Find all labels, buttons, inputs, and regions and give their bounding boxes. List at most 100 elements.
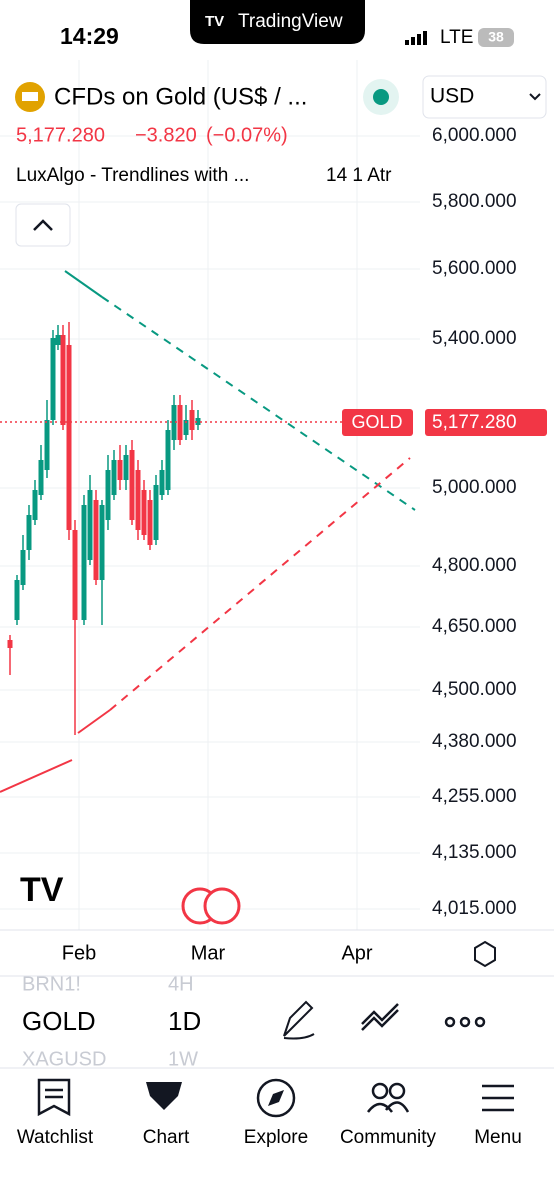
price-tick: 4,015.000 [432,898,517,919]
symbol-current[interactable]: GOLD [22,1006,96,1036]
battery-level: 38 [488,29,504,45]
price-tag [425,409,547,436]
candle-body [87,490,93,560]
grid [0,60,420,930]
price-tick: 4,500.000 [432,679,517,700]
symbol-name[interactable]: CFDs on Gold (US$ / ... [54,83,307,110]
candle-body [32,490,38,520]
time-tick: Feb [62,942,96,964]
price-tag-label: 5,177.280 [432,412,517,433]
symbol-prev[interactable]: BRN1! [22,973,81,995]
symbol-next[interactable]: XAGUSD [22,1048,106,1070]
watchlist-icon[interactable] [37,1078,71,1117]
compass [268,1090,284,1106]
candle-body [117,460,123,480]
candle-body [195,418,201,425]
event-icon[interactable] [203,887,241,925]
price-tick: 4,380.000 [432,731,517,752]
price-tick: 5,800.000 [432,191,517,212]
candle-body [7,640,13,648]
price-tick: 4,135.000 [432,842,517,863]
change: −3.820 [135,124,197,146]
candle-body [159,470,165,495]
trendline [64,270,103,298]
candle-body [93,500,99,580]
candle-body [38,460,44,495]
candle-body [14,580,20,620]
logo: TV [205,13,224,30]
candle-body [153,485,159,540]
time-tick: Mar [191,942,226,964]
explore-icon[interactable] [256,1078,296,1118]
candles [7,322,201,735]
candle-body [111,460,117,495]
draw-icon[interactable] [283,1000,315,1040]
candle-body [165,430,171,490]
candle-body [171,405,177,440]
price: 5,177.280 [16,124,105,146]
price-tick: 4,255.000 [432,786,517,807]
candle-body [141,490,147,535]
candle-body [183,420,189,435]
interval-next[interactable]: 1W [168,1048,198,1070]
symbol-tag-label: GOLD [351,412,402,432]
signal [405,31,427,45]
price-tick: 5,400.000 [432,328,517,349]
trend-icon[interactable] [361,1003,399,1031]
trendline [0,759,73,793]
market-status-dot [373,89,389,105]
price-axis: 6,000.000 5,800.000 5,600.000 5,400.000 … [432,125,517,919]
nav-label[interactable]: Menu [474,1127,522,1148]
settings-icon[interactable] [474,940,496,968]
nav-label[interactable]: Watchlist [17,1127,94,1148]
candle-body [105,470,111,520]
tv-logo: TV [20,871,64,909]
candle-body [189,410,195,430]
clock: 14:29 [60,23,119,49]
trendline [109,457,411,711]
price-tick: 5,600.000 [432,258,517,279]
chart-icon[interactable] [146,1082,182,1110]
menu-icon[interactable] [482,1084,514,1112]
candle-body [129,450,135,520]
candle-body [20,550,26,585]
candle-body [55,335,61,345]
candle-body [26,515,32,550]
symbol-tag [342,409,413,436]
more-icon[interactable] [444,1016,486,1028]
candle-body [60,335,66,425]
indicator-params: 14 1 Atr [326,165,392,186]
price-tick: 5,000.000 [432,477,517,498]
community-icon[interactable] [367,1082,410,1113]
candle-body [123,455,129,480]
banner-bg [190,0,365,44]
chevron-up [33,219,53,231]
candle-body [147,500,153,545]
price-tick: 6,000.000 [432,125,517,146]
candle-body [72,530,78,620]
candle-body [99,505,105,580]
network: LTE [440,27,473,48]
candle-body [66,345,72,530]
gold-icon-bar [22,92,38,101]
nav-label[interactable]: Chart [143,1127,190,1148]
trendline [101,296,416,511]
indicator-name[interactable]: LuxAlgo - Trendlines with ... [16,165,249,186]
interval-current[interactable]: 1D [168,1006,201,1036]
trendline [77,709,111,734]
collapse-button[interactable] [15,203,71,247]
change-pct: (−0.07%) [206,124,288,146]
time-tick: Apr [341,942,372,964]
candle-body [135,470,141,530]
currency-select[interactable] [422,75,547,119]
interval-prev[interactable]: 4H [168,973,194,995]
candle-body [81,505,87,620]
nav-label[interactable]: Community [340,1127,437,1148]
banner: TradingView [238,11,343,32]
nav-label[interactable]: Explore [244,1127,308,1148]
price-tick: 4,650.000 [432,616,517,637]
candle-body [50,338,56,420]
currency: USD [430,85,474,108]
battery [478,28,514,47]
